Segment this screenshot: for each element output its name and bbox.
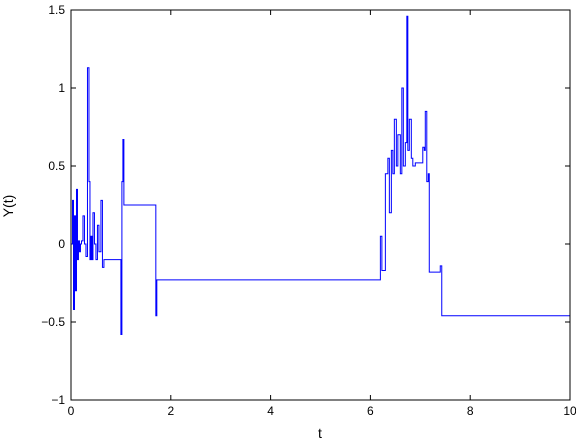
y-tick-label: 0.5 (48, 159, 65, 173)
tick-labels: 0 2 4 6 8 10 −1 −0.5 0 0.5 1 1.5 (41, 3, 576, 418)
y-axis-label: Y(t) (0, 195, 16, 218)
x-tick-label: 8 (467, 404, 474, 418)
y-tick-label: −1 (51, 393, 65, 407)
x-tick-label: 2 (167, 404, 174, 418)
x-tick-label: 4 (267, 404, 274, 418)
y-tick-label: 1 (58, 81, 65, 95)
x-axis-label: t (318, 425, 322, 441)
y-tick-label: 0 (58, 237, 65, 251)
y-tick-label: −0.5 (41, 315, 65, 329)
x-tick-label: 10 (563, 404, 576, 418)
series-layer (71, 15, 571, 335)
y-tick-label: 1.5 (48, 3, 65, 17)
plot-frame (70, 9, 571, 401)
x-tick-label: 6 (367, 404, 374, 418)
series-line (71, 15, 571, 335)
x-tick-label: 0 (68, 404, 75, 418)
